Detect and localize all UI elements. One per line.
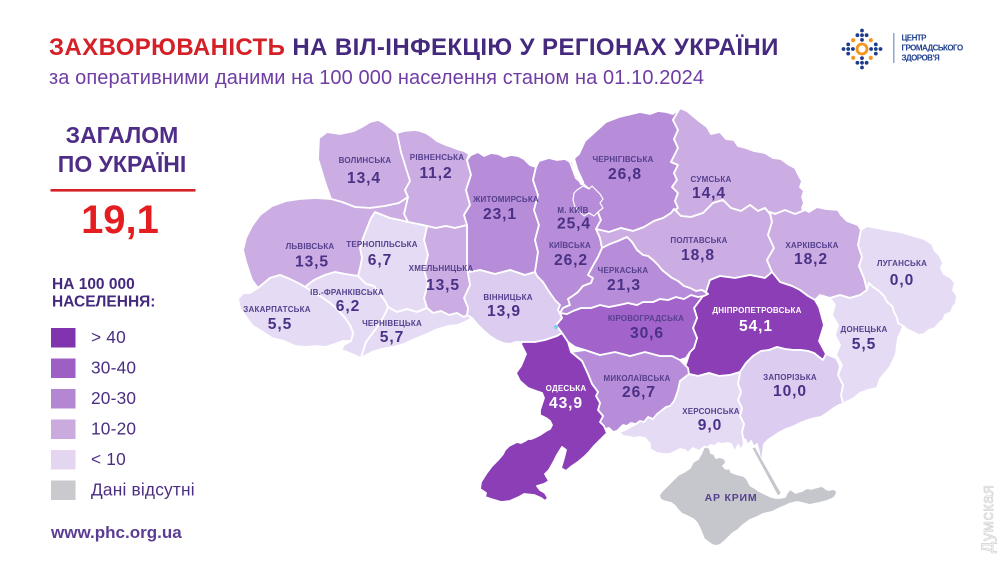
- svg-text:0,0: 0,0: [890, 272, 914, 289]
- svg-text:18,8: 18,8: [681, 247, 715, 264]
- svg-text:Думская: Думская: [979, 485, 997, 553]
- svg-text:ЗАПОРІЗЬКА: ЗАПОРІЗЬКА: [763, 373, 817, 382]
- svg-text:НАСЕЛЕННЯ:: НАСЕЛЕННЯ:: [52, 294, 155, 311]
- svg-text:КИЇВСЬКА: КИЇВСЬКА: [549, 241, 591, 250]
- svg-text:26,7: 26,7: [622, 384, 656, 401]
- svg-text:ДНІПРОПЕТРОВСЬКА: ДНІПРОПЕТРОВСЬКА: [712, 306, 801, 315]
- svg-text:ЗАКАРПАТСЬКА: ЗАКАРПАТСЬКА: [243, 305, 310, 314]
- svg-text:ЧЕРНІВЕЦЬКА: ЧЕРНІВЕЦЬКА: [362, 319, 422, 328]
- svg-text:ГРОМАДСЬКОГО: ГРОМАДСЬКОГО: [902, 44, 963, 53]
- svg-text:13,5: 13,5: [295, 254, 329, 271]
- svg-text:13,9: 13,9: [487, 303, 521, 320]
- svg-text:ЗАГАЛОМ: ЗАГАЛОМ: [66, 122, 179, 148]
- svg-text:5,5: 5,5: [268, 316, 292, 333]
- svg-text:9,0: 9,0: [698, 417, 722, 434]
- svg-text:ВОЛИНСЬКА: ВОЛИНСЬКА: [339, 156, 392, 165]
- svg-text:АР КРИМ: АР КРИМ: [705, 492, 758, 504]
- svg-text:18,2: 18,2: [794, 251, 828, 268]
- svg-text:ЦЕНТР: ЦЕНТР: [902, 34, 928, 43]
- svg-text:26,2: 26,2: [554, 252, 588, 269]
- svg-text:ЛЬВІВСЬКА: ЛЬВІВСЬКА: [286, 242, 335, 251]
- svg-text:Дані відсутні: Дані відсутні: [91, 480, 195, 500]
- svg-text:10,0: 10,0: [773, 383, 807, 400]
- svg-text:10-20: 10-20: [91, 419, 136, 439]
- svg-text:НА 100 000: НА 100 000: [52, 276, 135, 293]
- svg-text:13,5: 13,5: [426, 277, 460, 294]
- svg-text:М. КИЇВ: М. КИЇВ: [557, 206, 588, 215]
- svg-text:КІРОВОГРАДСЬКА: КІРОВОГРАДСЬКА: [608, 314, 684, 323]
- svg-text:ЖИТОМИРСЬКА: ЖИТОМИРСЬКА: [472, 195, 539, 204]
- svg-text:ХАРКІВСЬКА: ХАРКІВСЬКА: [785, 241, 838, 250]
- svg-text:20-30: 20-30: [91, 388, 136, 408]
- svg-text:6,7: 6,7: [368, 252, 392, 269]
- svg-text:СУМСЬКА: СУМСЬКА: [691, 175, 732, 184]
- svg-text:ЛУГАНСЬКА: ЛУГАНСЬКА: [877, 259, 927, 268]
- svg-text:РІВНЕНСЬКА: РІВНЕНСЬКА: [410, 153, 464, 162]
- svg-text:6,2: 6,2: [336, 298, 360, 315]
- svg-text:5,5: 5,5: [852, 336, 876, 353]
- svg-text:ТЕРНОПІЛЬСЬКА: ТЕРНОПІЛЬСЬКА: [346, 240, 418, 249]
- svg-text:21,3: 21,3: [607, 277, 641, 294]
- svg-text:ЗАХВОРЮВАНІСТЬ НА ВІЛ-ІНФЕКЦІЮ: ЗАХВОРЮВАНІСТЬ НА ВІЛ-ІНФЕКЦІЮ У РЕГІОНА…: [49, 34, 779, 61]
- svg-text:за оперативними даними на 100: за оперативними даними на 100 000 населе…: [49, 67, 704, 89]
- svg-text:43,9: 43,9: [549, 395, 583, 412]
- svg-text:30-40: 30-40: [91, 358, 136, 378]
- svg-text:5,7: 5,7: [380, 329, 404, 346]
- svg-text:30,6: 30,6: [630, 325, 664, 342]
- svg-text:25,4: 25,4: [557, 216, 591, 233]
- svg-text:ВІННИЦЬКА: ВІННИЦЬКА: [483, 293, 532, 302]
- svg-text:23,1: 23,1: [483, 206, 517, 223]
- svg-text:ІВ.-ФРАНКІВСЬКА: ІВ.-ФРАНКІВСЬКА: [310, 288, 384, 297]
- svg-text:ХЕРСОНСЬКА: ХЕРСОНСЬКА: [682, 407, 740, 416]
- svg-text:ОДЕСЬКА: ОДЕСЬКА: [546, 384, 587, 393]
- svg-text:ХМЕЛЬНИЦЬКА: ХМЕЛЬНИЦЬКА: [409, 264, 474, 273]
- svg-text:ЗДОРОВ’Я: ЗДОРОВ’Я: [902, 54, 941, 63]
- svg-text:МИКОЛАЇВСЬКА: МИКОЛАЇВСЬКА: [604, 374, 671, 383]
- svg-text:19,1: 19,1: [81, 198, 159, 242]
- svg-text:13,4: 13,4: [347, 170, 381, 187]
- svg-text:ЧЕРКАСЬКА: ЧЕРКАСЬКА: [598, 266, 649, 275]
- svg-text:ПО УКРАЇНІ: ПО УКРАЇНІ: [58, 151, 186, 177]
- svg-text:11,2: 11,2: [419, 165, 452, 182]
- svg-text:26,8: 26,8: [608, 166, 642, 183]
- svg-text:54,1: 54,1: [739, 318, 773, 335]
- svg-text:14,4: 14,4: [692, 185, 726, 202]
- svg-text:www.phc.org.ua: www.phc.org.ua: [50, 523, 182, 542]
- svg-text:ЧЕРНІГІВСЬКА: ЧЕРНІГІВСЬКА: [592, 155, 653, 164]
- svg-text:ДОНЕЦЬКА: ДОНЕЦЬКА: [841, 325, 888, 334]
- svg-text:ПОЛТАВСЬКА: ПОЛТАВСЬКА: [670, 236, 727, 245]
- svg-text:< 10: < 10: [91, 449, 126, 469]
- svg-text:> 40: > 40: [91, 327, 126, 347]
